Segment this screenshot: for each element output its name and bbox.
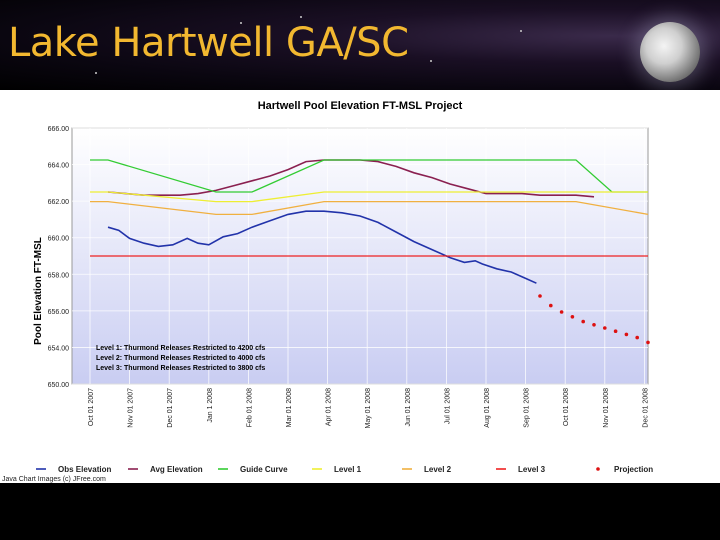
y-tick-label: 650.00 <box>48 382 70 389</box>
pool-elevation-chart: Hartwell Pool Elevation FT-MSL Project P… <box>2 100 653 483</box>
x-tick-label: Aug 01 2008 <box>484 388 491 428</box>
x-tick-label: Oct 01 2007 <box>88 388 95 426</box>
x-tick-label: Jun 01 2008 <box>405 388 412 427</box>
star-decoration <box>300 16 302 18</box>
x-tick-label: Feb 01 2008 <box>246 388 253 427</box>
x-tick-label: Nov 01 2007 <box>128 388 135 428</box>
legend-label: Projection <box>614 465 653 474</box>
y-tick-label: 660.00 <box>48 236 70 243</box>
chart-panel: Hartwell Pool Elevation FT-MSL Project P… <box>0 90 720 483</box>
projection-point <box>592 323 596 327</box>
footer-credit: Java Chart Images (c) JFree.com <box>2 476 106 483</box>
projection-point <box>549 303 553 308</box>
x-axis-ticks: Oct 01 2007 Nov 01 2007 Dec 01 2007 Jan 1 2… <box>88 388 649 429</box>
legend-label: Level 3 <box>518 465 546 474</box>
projection-point <box>624 332 629 337</box>
legend-label: Level 2 <box>424 465 452 474</box>
x-tick-label: Jul 01 2008 <box>444 388 451 424</box>
slide-title: Lake Hartwell GA/SC <box>8 20 409 66</box>
projection-point <box>538 294 542 298</box>
x-tick-label: Sep 01 2008 <box>524 388 531 428</box>
x-tick-label: Nov 01 2008 <box>603 388 610 428</box>
projection-point <box>635 335 639 340</box>
x-tick-label: Mar 01 2008 <box>286 388 293 427</box>
projection-point <box>613 329 618 333</box>
star-decoration <box>240 22 242 24</box>
legend-marker <box>596 467 600 471</box>
projection-point <box>581 319 585 324</box>
projection-point <box>603 326 607 330</box>
annotation-level-3: Level 3: Thurmond Releases Restricted to… <box>96 365 265 372</box>
x-tick-label: Apr 01 2008 <box>326 388 333 426</box>
y-tick-label: 664.00 <box>48 163 70 170</box>
star-decoration <box>95 72 97 74</box>
x-tick-label: Dec 01 2008 <box>642 388 649 428</box>
legend-label: Level 1 <box>334 465 362 474</box>
star-decoration <box>430 60 432 62</box>
chart-title: Hartwell Pool Elevation FT-MSL Project <box>258 100 463 112</box>
star-decoration <box>520 30 522 32</box>
series-line-level-1 <box>90 191 648 203</box>
y-axis-ticks: 666.00 664.00 662.00 660.00 658.00 656.00 654.… <box>48 126 70 389</box>
slide-bottom-bar <box>0 483 720 540</box>
y-tick-label: 662.00 <box>48 199 70 206</box>
x-tick-label: Dec 01 2007 <box>167 388 174 428</box>
series-line-level-2 <box>90 200 649 216</box>
legend-label: Guide Curve <box>240 465 288 474</box>
y-tick-label: 656.00 <box>48 309 70 316</box>
legend-label: Avg Elevation <box>150 465 203 474</box>
x-tick-label: Jan 1 2008 <box>207 388 214 423</box>
legend-label: Obs Elevation <box>58 465 111 474</box>
grid-lines <box>72 127 648 385</box>
projection-point <box>570 315 575 319</box>
series-lines <box>90 159 650 345</box>
moon-icon <box>640 22 700 82</box>
y-tick-label: 654.00 <box>48 345 70 352</box>
projection-point <box>646 340 650 345</box>
x-tick-label: May 01 2008 <box>365 388 372 429</box>
slide-header: Lake Hartwell GA/SC <box>0 0 720 90</box>
series-line-obs-elevation <box>107 210 537 284</box>
y-tick-label: 658.00 <box>48 272 70 279</box>
level-annotations: Level 1: Thurmond Releases Restricted to… <box>96 345 265 372</box>
annotation-level-2: Level 2: Thurmond Releases Restricted to… <box>96 355 265 362</box>
series-line-guide-curve <box>90 159 648 193</box>
annotation-level-1: Level 1: Thurmond Releases Restricted to… <box>96 345 265 352</box>
projection-point <box>559 310 564 314</box>
y-axis-label: Pool Elevation FT-MSL <box>33 237 44 345</box>
chart-legend: Obs Elevation Avg Elevation Guide Curve Lev… <box>36 465 653 474</box>
x-tick-label: Oct 01 2008 <box>563 388 570 426</box>
y-tick-label: 666.00 <box>48 126 70 133</box>
